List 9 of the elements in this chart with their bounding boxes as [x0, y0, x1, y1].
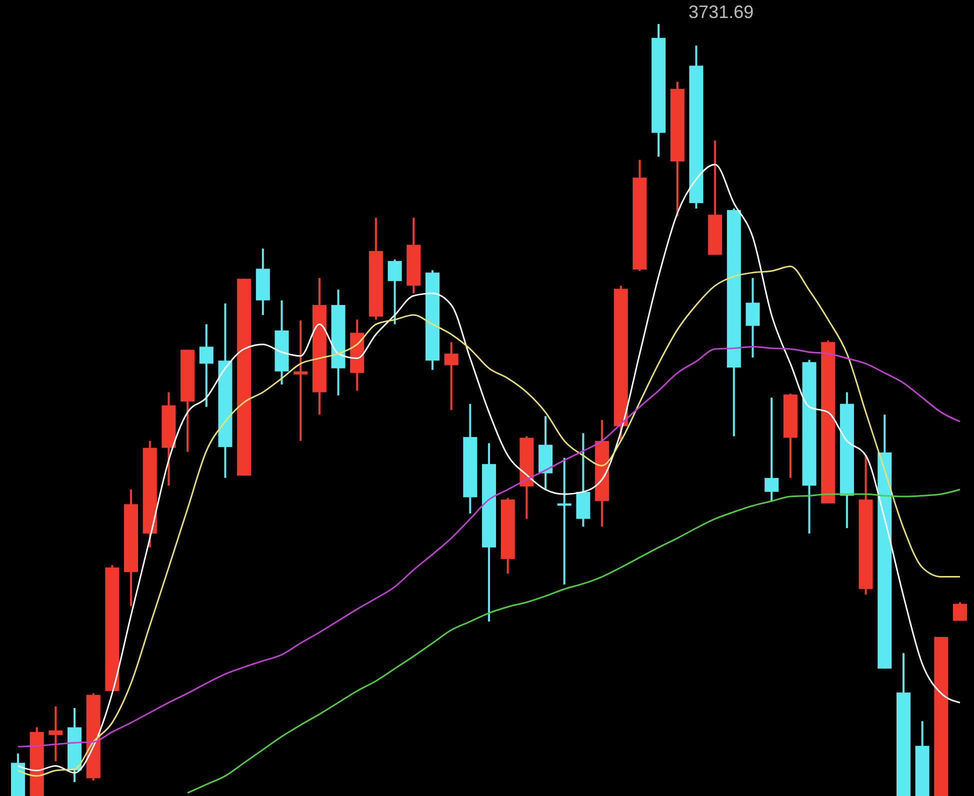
- text: 3731.69: [688, 2, 754, 22]
- candlestick: [764, 396, 779, 502]
- candlestick: [48, 705, 63, 762]
- candlestick: [746, 276, 760, 359]
- candlestick: [199, 323, 214, 408]
- candlestick: [294, 319, 308, 442]
- candlestick: [444, 341, 458, 411]
- candlestick: [388, 258, 402, 326]
- candlestick: [953, 601, 967, 622]
